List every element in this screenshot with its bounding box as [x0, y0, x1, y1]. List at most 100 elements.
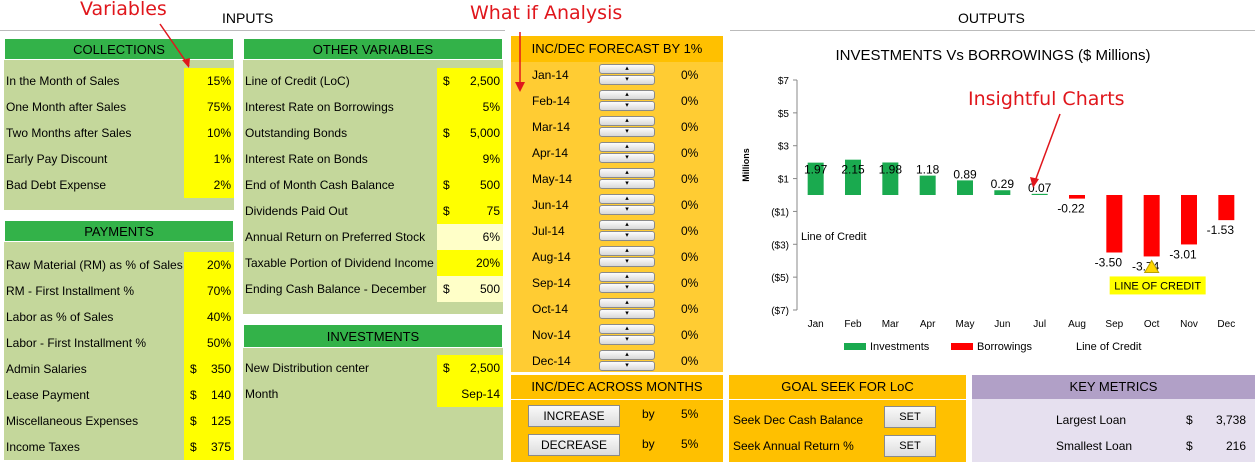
forecast-row: Dec-14 ▴ ▾ 0% [511, 348, 726, 374]
spinner-down-button[interactable]: ▾ [599, 361, 655, 371]
forecast-spinner[interactable]: ▴ ▾ [599, 298, 655, 320]
input-row-value-cell[interactable]: 70% [184, 278, 234, 304]
input-row-value-cell[interactable]: $2,500 [437, 68, 503, 94]
y-tick-label: $1 [778, 175, 790, 186]
input-row-value-cell[interactable]: $75 [437, 198, 503, 224]
input-row-value-cell[interactable]: 2% [184, 172, 234, 198]
set-dec-cash-button[interactable]: SET [884, 406, 936, 428]
decrease-button[interactable]: DECREASE [528, 434, 620, 456]
spinner-down-button[interactable]: ▾ [599, 205, 655, 215]
spinner-up-button[interactable]: ▴ [599, 168, 655, 178]
forecast-spinner[interactable]: ▴ ▾ [599, 64, 655, 86]
investments-panel: INVESTMENTS New Distribution center $2,50… [243, 324, 503, 460]
forecast-month: Dec-14 [532, 354, 571, 368]
input-row-label: Dividends Paid Out [245, 204, 348, 218]
forecast-month: Sep-14 [532, 276, 571, 290]
forecast-spinner[interactable]: ▴ ▾ [599, 220, 655, 242]
spinner-up-button[interactable]: ▴ [599, 64, 655, 74]
input-row-value: 140 [210, 388, 231, 402]
forecast-spinner[interactable]: ▴ ▾ [599, 194, 655, 216]
input-row-value-cell[interactable]: $350 [184, 356, 234, 382]
bar-data-label: 0.29 [991, 177, 1015, 191]
increase-button[interactable]: INCREASE [528, 405, 620, 427]
spinner-up-button[interactable]: ▴ [599, 272, 655, 282]
input-row-value-cell[interactable]: $375 [184, 434, 234, 460]
input-row: Labor as % of Sales 40% [4, 304, 234, 330]
bar-data-label: -3.01 [1169, 247, 1197, 261]
input-row: Two Months after Sales 10% [4, 120, 234, 146]
spinner-up-button[interactable]: ▴ [599, 90, 655, 100]
input-row-value-cell[interactable]: 20% [437, 250, 503, 276]
input-row-value-cell[interactable]: $125 [184, 408, 234, 434]
input-row-value-cell[interactable]: 75% [184, 94, 234, 120]
largest-loan-currency: $ [1186, 413, 1193, 427]
forecast-spinner[interactable]: ▴ ▾ [599, 116, 655, 138]
input-row-value-cell[interactable]: 20% [184, 252, 234, 278]
input-row-label: Admin Salaries [6, 362, 87, 376]
currency-symbol: $ [443, 178, 450, 192]
forecast-spinner[interactable]: ▴ ▾ [599, 246, 655, 268]
input-row-value-cell[interactable]: Sep-14 [437, 381, 503, 407]
input-row: Dividends Paid Out $75 [243, 198, 503, 224]
forecast-spinner[interactable]: ▴ ▾ [599, 272, 655, 294]
increase-by-label: by [642, 407, 655, 421]
forecast-spinner[interactable]: ▴ ▾ [599, 350, 655, 372]
input-row-value-cell[interactable]: $500 [437, 172, 503, 198]
input-row-value-cell[interactable]: $5,000 [437, 120, 503, 146]
input-row: Income Taxes $375 [4, 434, 234, 460]
input-row-value-cell[interactable]: 50% [184, 330, 234, 356]
forecast-spinner[interactable]: ▴ ▾ [599, 324, 655, 346]
input-row: In the Month of Sales 15% [4, 68, 234, 94]
input-row-value-cell[interactable]: $2,500 [437, 355, 503, 381]
spinner-up-button[interactable]: ▴ [599, 142, 655, 152]
spinner-down-button[interactable]: ▾ [599, 75, 655, 85]
spinner-down-button[interactable]: ▾ [599, 231, 655, 241]
input-row-value-cell[interactable]: 9% [437, 146, 503, 172]
forecast-row: Aug-14 ▴ ▾ 0% [511, 244, 726, 270]
spinner-up-button[interactable]: ▴ [599, 194, 655, 204]
currency-symbol: $ [443, 361, 450, 375]
spinner-up-button[interactable]: ▴ [599, 350, 655, 360]
spinner-down-button[interactable]: ▾ [599, 257, 655, 267]
input-row-value-cell[interactable]: 5% [437, 94, 503, 120]
investments-bar [994, 190, 1011, 195]
input-row-label: Ending Cash Balance - December [245, 282, 427, 296]
input-row-label: New Distribution center [245, 361, 370, 375]
spinner-up-button[interactable]: ▴ [599, 298, 655, 308]
spinner-down-button[interactable]: ▾ [599, 101, 655, 111]
spinner-down-button[interactable]: ▾ [599, 309, 655, 319]
spinner-down-button[interactable]: ▾ [599, 335, 655, 345]
input-row-value-cell[interactable]: 6% [437, 224, 503, 250]
currency-symbol: $ [190, 362, 197, 376]
forecast-pct: 0% [681, 94, 699, 108]
input-row-value-cell[interactable]: 40% [184, 304, 234, 330]
spinner-up-button[interactable]: ▴ [599, 220, 655, 230]
forecast-spinner[interactable]: ▴ ▾ [599, 90, 655, 112]
x-tick-label: Feb [844, 319, 862, 330]
input-row-value-cell[interactable]: 1% [184, 146, 234, 172]
decrease-pct[interactable]: 5% [681, 437, 699, 451]
input-row-value-cell[interactable]: $140 [184, 382, 234, 408]
spinner-up-button[interactable]: ▴ [599, 116, 655, 126]
input-row-value: 5,000 [469, 126, 500, 140]
investments-bar [845, 159, 861, 195]
increase-pct[interactable]: 5% [681, 407, 699, 421]
input-row-value-cell[interactable]: 15% [184, 68, 234, 94]
goal-seek-title: GOAL SEEK FOR LoC [729, 375, 966, 400]
spinner-down-button[interactable]: ▾ [599, 153, 655, 163]
input-row-value-cell[interactable]: 10% [184, 120, 234, 146]
spinner-down-button[interactable]: ▾ [599, 283, 655, 293]
spinner-down-button[interactable]: ▾ [599, 179, 655, 189]
input-row-value-cell[interactable]: $500 [437, 276, 503, 302]
loc-box-label: LINE OF CREDIT [1114, 280, 1201, 292]
spinner-down-button[interactable]: ▾ [599, 127, 655, 137]
input-row-label: Interest Rate on Borrowings [245, 100, 394, 114]
bar-data-label: 1.18 [916, 163, 940, 177]
forecast-pct: 0% [681, 198, 699, 212]
spinner-up-button[interactable]: ▴ [599, 324, 655, 334]
spinner-up-button[interactable]: ▴ [599, 246, 655, 256]
set-annual-return-button[interactable]: SET [884, 435, 936, 457]
loc-box [1109, 276, 1206, 295]
forecast-spinner[interactable]: ▴ ▾ [599, 168, 655, 190]
forecast-spinner[interactable]: ▴ ▾ [599, 142, 655, 164]
